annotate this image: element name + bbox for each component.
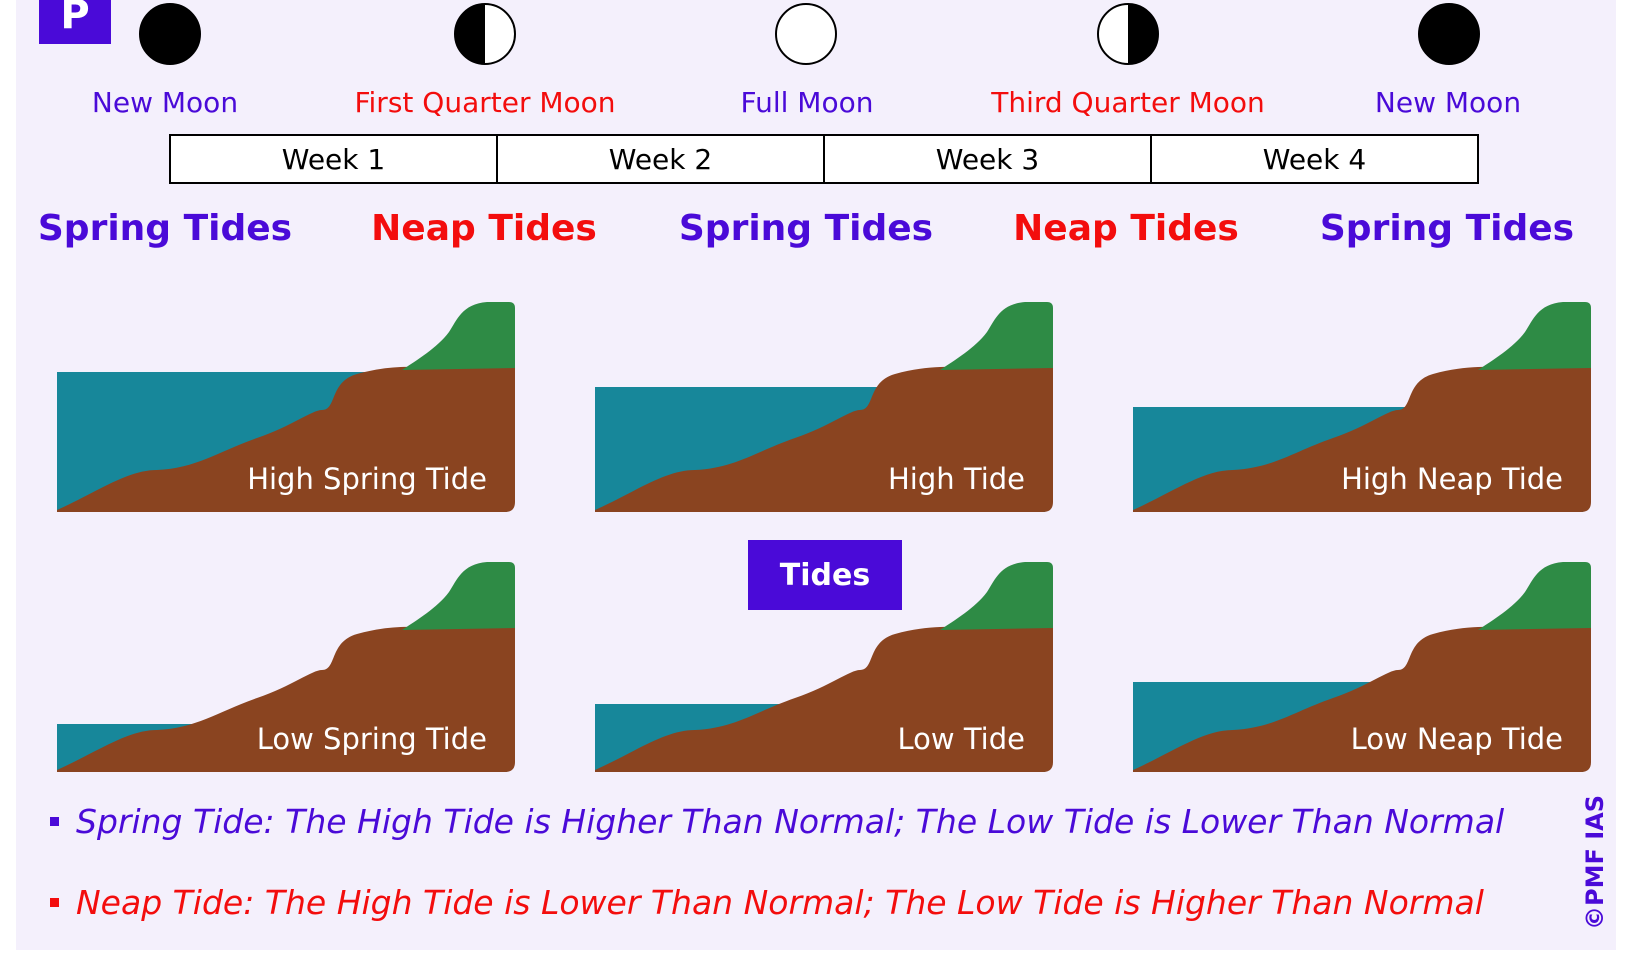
phase-label-full-moon: Full Moon [740, 86, 874, 119]
phase-label-new-moon-end: New Moon [1374, 86, 1522, 119]
panel-label: Low Neap Tide [1350, 722, 1563, 756]
high-spring-tide-panel: High Spring Tide [57, 302, 515, 512]
weeks-bar: Week 1 Week 2 Week 3 Week 4 [169, 134, 1479, 184]
panel-label: High Spring Tide [247, 462, 487, 496]
tide-type-label: Spring Tides [678, 208, 934, 249]
bullet-icon [50, 817, 59, 826]
new-moon-icon [1418, 3, 1480, 65]
panel-label: Low Tide [897, 722, 1025, 756]
week-cell: Week 3 [825, 136, 1152, 182]
panel-label: Low Spring Tide [256, 722, 487, 756]
grass-top [940, 562, 1053, 630]
tide-type-label: Neap Tides [1013, 208, 1239, 249]
logo: P [39, 0, 111, 44]
high-spring-tide-illustration [57, 302, 515, 512]
land-slope [57, 366, 515, 512]
logo-glyph: P [60, 0, 90, 38]
panel-label: High Neap Tide [1341, 462, 1563, 496]
low-spring-tide-illustration [57, 562, 515, 772]
high-tide-illustration [595, 302, 1053, 512]
watermark: ©PMF IAS [1581, 794, 1609, 930]
week-cell: Week 1 [171, 136, 498, 182]
week-cell: Week 4 [1262, 142, 1367, 176]
tide-type-label: Neap Tides [371, 208, 597, 249]
grass-top [402, 562, 515, 630]
first-quarter-moon-icon [454, 3, 516, 65]
high-neap-tide-panel: High Neap Tide [1133, 302, 1591, 512]
spring-tide-note-text: Spring Tide: The High Tide is Higher Tha… [76, 802, 1505, 841]
land-slope [57, 626, 515, 772]
spring-tide-note: Spring Tide: The High Tide is Higher Tha… [50, 802, 1504, 841]
third-quarter-moon-icon [1097, 3, 1159, 65]
low-spring-tide-panel: Low Spring Tide [57, 562, 515, 772]
high-tide-panel: High Tide [595, 302, 1053, 512]
low-tide-illustration [595, 562, 1053, 772]
land-slope [1133, 626, 1591, 772]
phase-label-new-moon: New Moon [91, 86, 239, 119]
phase-label-third-quarter: Third Quarter Moon [991, 86, 1265, 119]
low-neap-tide-illustration [1133, 562, 1591, 772]
land-slope [595, 626, 1053, 772]
high-neap-tide-illustration [1133, 302, 1591, 512]
tides-title-badge: Tides [748, 540, 902, 610]
grass-top [1478, 302, 1591, 370]
new-moon-icon [139, 3, 201, 65]
low-tide-panel: Low Tide [595, 562, 1053, 772]
grass-top [1478, 562, 1591, 630]
tide-type-label: Spring Tides [1319, 208, 1575, 249]
neap-tide-note: Neap Tide: The High Tide is Lower Than N… [50, 883, 1484, 922]
neap-tide-note-text: Neap Tide: The High Tide is Lower Than N… [76, 883, 1484, 922]
grass-top [402, 302, 515, 370]
full-moon-icon [775, 3, 837, 65]
low-neap-tide-panel: Low Neap Tide [1133, 562, 1591, 772]
phase-label-first-quarter: First Quarter Moon [354, 86, 616, 119]
panel-label: High Tide [888, 462, 1025, 496]
week-cell: Week 2 [498, 136, 825, 182]
tide-type-label: Spring Tides [37, 208, 293, 249]
bullet-icon [50, 898, 59, 907]
land-slope [595, 366, 1053, 512]
grass-top [940, 302, 1053, 370]
land-slope [1133, 366, 1591, 512]
